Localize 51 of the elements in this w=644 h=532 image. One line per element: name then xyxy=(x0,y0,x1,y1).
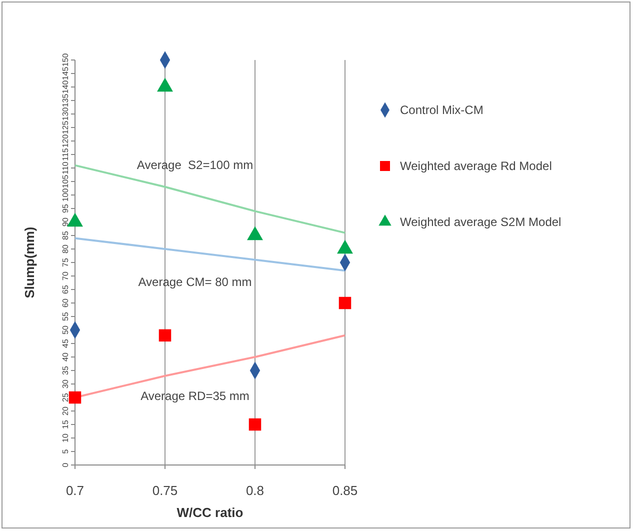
point xyxy=(68,391,82,404)
point xyxy=(157,78,173,92)
y-tick-label: 150 xyxy=(60,52,70,67)
y-tick-label: 85 xyxy=(60,230,70,240)
y-tick-label: 115 xyxy=(60,148,70,161)
y-tick-label: 70 xyxy=(60,271,70,280)
point xyxy=(67,212,83,227)
y-tick-label: 10 xyxy=(60,433,70,442)
x-tick-label: 0.75 xyxy=(152,483,178,498)
x-tick-label: 0.8 xyxy=(246,483,264,498)
y-tick-label: 125 xyxy=(60,120,70,134)
y-tick-label: 30 xyxy=(60,379,70,388)
point xyxy=(338,296,352,310)
y-tick-label: 90 xyxy=(60,217,70,226)
y-tick-label: 55 xyxy=(60,312,70,321)
x-axis-title: W/CC ratio xyxy=(176,505,244,520)
point xyxy=(337,240,353,254)
y-tick-label: 40 xyxy=(60,352,70,362)
annotation: Average RD=35 mm xyxy=(140,389,250,404)
y-tick-label: 95 xyxy=(60,204,70,213)
y-tick-label: 110 xyxy=(60,161,70,174)
y-tick-label: 105 xyxy=(60,174,70,188)
y-tick-label: 20 xyxy=(60,406,70,416)
x-tick-label: 0.85 xyxy=(332,483,358,498)
y-tick-label: 65 xyxy=(60,284,70,294)
annotation: Average S2=100 mm xyxy=(136,158,254,172)
y-tick-label: 60 xyxy=(60,298,70,308)
y-tick-label: 75 xyxy=(60,258,70,267)
y-tick-label: 145 xyxy=(60,66,70,80)
annotation: Average CM= 80 mm xyxy=(138,275,252,290)
y-tick-label: 100 xyxy=(60,188,70,202)
y-tick-label: 35 xyxy=(60,366,70,375)
y-tick-label: 0 xyxy=(60,462,70,468)
y-tick-label: 25 xyxy=(60,392,70,402)
y-axis-title: Slump(mm) xyxy=(22,226,37,298)
point xyxy=(248,418,262,431)
y-tick-label: 50 xyxy=(60,325,70,334)
y-tick-label: 140 xyxy=(60,80,70,94)
point xyxy=(247,226,263,240)
y-tick-label: 135 xyxy=(60,93,70,108)
y-tick-label: 5 xyxy=(60,448,70,454)
y-tick-label: 130 xyxy=(60,106,70,121)
legend-label: Control Mix-CM xyxy=(400,103,484,118)
y-tick-label: 45 xyxy=(60,338,70,348)
x-tick-label: 0.7 xyxy=(66,483,84,498)
y-tick-label: 15 xyxy=(60,420,70,429)
y-tick-label: 80 xyxy=(60,244,70,254)
y-tick-label: 120 xyxy=(60,134,70,148)
point xyxy=(158,329,172,342)
legend-label: Weighted average S2M Model xyxy=(400,215,562,230)
legend-label: Weighted average Rd Model xyxy=(400,159,552,174)
